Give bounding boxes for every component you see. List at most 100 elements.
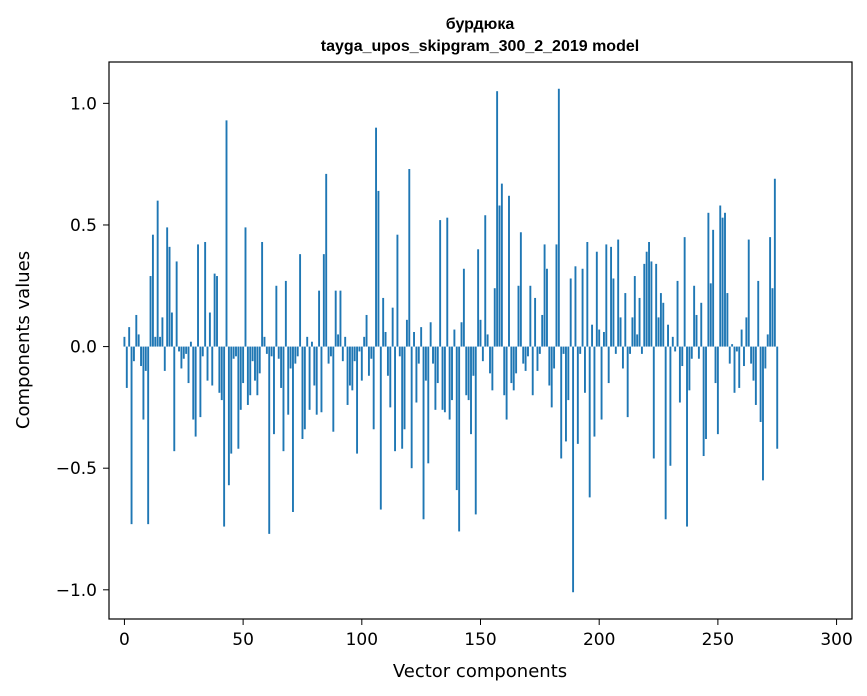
x-tick-label: 50	[232, 630, 254, 650]
bar	[735, 346, 738, 352]
x-tick-label: 150	[464, 630, 496, 650]
bar	[189, 341, 192, 347]
bar	[614, 346, 617, 354]
bar	[560, 346, 563, 459]
bar	[669, 346, 672, 466]
bar	[572, 346, 575, 593]
bar	[284, 280, 287, 347]
bar	[365, 314, 368, 347]
bar	[287, 346, 290, 415]
bar	[610, 246, 613, 347]
bar	[705, 346, 707, 440]
bar	[375, 127, 377, 347]
bar	[432, 346, 434, 364]
bar	[239, 346, 242, 410]
bar	[225, 120, 228, 347]
bar	[451, 346, 453, 401]
bar	[636, 334, 639, 347]
bar	[489, 346, 491, 374]
bar	[320, 346, 323, 413]
bar	[591, 324, 594, 347]
bar	[500, 183, 503, 347]
bar	[522, 346, 525, 364]
bar	[508, 195, 510, 347]
bar	[458, 346, 461, 532]
bar	[657, 317, 660, 347]
bar	[408, 169, 411, 347]
bar	[434, 346, 437, 410]
bar	[576, 346, 579, 444]
bar	[503, 346, 506, 396]
y-tick-label: 0.0	[70, 338, 97, 358]
bar	[382, 297, 385, 347]
bar	[180, 346, 183, 369]
bar	[344, 336, 347, 347]
bar	[465, 346, 468, 396]
bar	[719, 205, 722, 347]
bar	[151, 234, 154, 347]
bar	[686, 346, 688, 527]
bar	[256, 346, 259, 396]
bar	[569, 278, 572, 347]
bar	[743, 346, 745, 367]
x-tick-label: 300	[820, 630, 852, 650]
bar	[296, 346, 299, 357]
bar	[757, 280, 760, 347]
bar	[363, 336, 366, 347]
bar	[555, 244, 558, 347]
bars-group	[123, 88, 779, 593]
bar	[443, 346, 446, 413]
bar	[631, 317, 634, 347]
bar	[773, 178, 776, 347]
bar	[429, 322, 432, 347]
bar	[531, 346, 534, 396]
bar	[149, 276, 152, 347]
bar	[674, 346, 677, 352]
bar	[747, 239, 750, 347]
bar	[477, 249, 480, 347]
bar	[377, 190, 380, 347]
bar	[403, 346, 406, 430]
bar	[621, 346, 624, 369]
bar	[242, 346, 245, 384]
bar	[541, 314, 544, 347]
bar	[731, 344, 734, 347]
bar	[396, 234, 399, 347]
bar	[206, 346, 209, 381]
bar	[638, 297, 641, 347]
bar	[125, 346, 128, 388]
bar	[391, 307, 394, 347]
bar	[401, 346, 404, 449]
bar	[581, 268, 584, 347]
bar	[237, 346, 240, 449]
bar	[517, 285, 520, 347]
bar	[360, 346, 363, 381]
bar	[420, 327, 423, 347]
bar	[557, 88, 560, 347]
y-tick-label: 1.0	[70, 94, 97, 114]
bar	[498, 205, 501, 347]
bar	[227, 346, 230, 486]
bar	[738, 346, 741, 388]
bar	[208, 312, 211, 347]
bar	[413, 331, 415, 347]
bar	[538, 346, 541, 354]
bar	[486, 334, 489, 347]
bar	[550, 346, 553, 408]
bar	[712, 229, 715, 347]
bar	[448, 346, 451, 420]
x-tick-label: 0	[119, 630, 130, 650]
x-axis-label: Vector components	[393, 661, 567, 682]
bar	[261, 241, 264, 347]
y-axis-label: Components values	[13, 251, 34, 429]
bar	[337, 334, 340, 347]
bar	[187, 346, 190, 384]
y-tick-label: −0.5	[56, 459, 97, 479]
bar	[140, 346, 142, 367]
bar	[640, 346, 643, 354]
bar	[156, 200, 159, 347]
bar	[728, 346, 731, 364]
bar	[334, 290, 337, 347]
x-axis-ticks: 0 50 100 150 200 250 300	[119, 619, 853, 650]
